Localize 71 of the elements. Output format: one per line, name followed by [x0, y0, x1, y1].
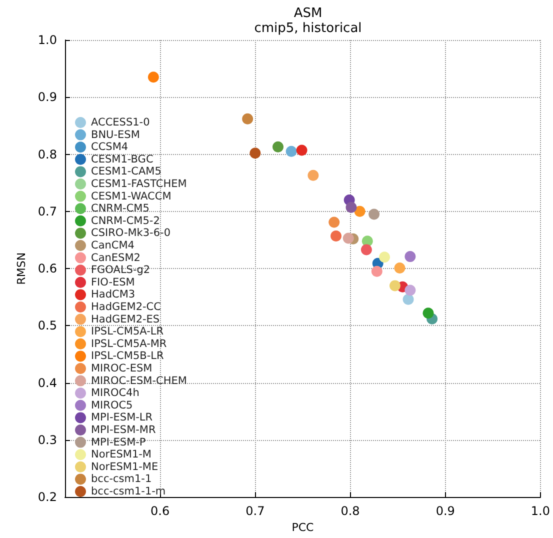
- legend-label: bcc-csm1-1-m: [91, 486, 166, 498]
- point: [422, 308, 434, 319]
- legend-label: NorESM1-ME: [91, 460, 158, 473]
- legend-label: CESM1-BGC: [91, 153, 154, 166]
- point: [394, 262, 406, 274]
- y-tick-label: 0.5: [38, 318, 57, 333]
- legend-label: MIROC-ESM: [91, 362, 152, 374]
- point: [296, 144, 308, 156]
- legend-label: MIROC5: [91, 399, 133, 412]
- legend-label: ACCESS1-0: [91, 116, 150, 128]
- legend-label: HadGEM2-ES: [91, 313, 160, 326]
- x-tick-label: 0.6: [150, 504, 170, 518]
- point: [328, 216, 340, 228]
- legend-label: IPSL-CM5B-LR: [91, 350, 164, 362]
- x-axis-title: PCC: [292, 521, 314, 534]
- legend-label: CESM1-FASTCHEM: [91, 178, 187, 190]
- point: [368, 208, 380, 220]
- point: [286, 146, 297, 157]
- x-tick-label: 0.9: [436, 504, 455, 518]
- y-tick-label: 0.6: [38, 262, 57, 276]
- y-tick-label: 0.7: [38, 204, 57, 218]
- chart-title: ASM: [294, 6, 322, 21]
- legend-label: bcc-csm1-1: [91, 473, 152, 486]
- y-tick-label: 0.8: [38, 147, 57, 162]
- legend-label: FIO-ESM: [91, 276, 135, 288]
- point: [371, 266, 382, 277]
- legend-label: IPSL-CM5A-MR: [91, 338, 167, 350]
- legend-label: MPI-ESM-MR: [91, 424, 156, 436]
- x-tick-label: 1.0: [530, 504, 550, 518]
- point: [242, 113, 254, 124]
- legend-label: CESM1-CAM5: [91, 166, 162, 178]
- legend-label: CanESM2: [91, 252, 140, 264]
- point: [148, 72, 159, 83]
- point: [404, 284, 416, 296]
- legend-label: NorESM1-M: [91, 448, 152, 461]
- legend-label: CNRM-CM5: [91, 202, 150, 215]
- legend-label: HadCM3: [91, 288, 136, 301]
- point: [308, 170, 319, 181]
- point: [342, 232, 354, 244]
- legend-label: CanCM4: [91, 240, 135, 252]
- point: [379, 252, 390, 263]
- x-tick-label: 0.7: [246, 504, 265, 518]
- legend-label: MIROC4h: [91, 387, 140, 400]
- y-tick-label: 0.4: [38, 376, 57, 390]
- point: [250, 148, 261, 159]
- point: [330, 230, 342, 242]
- x-tick-label: 0.8: [340, 504, 360, 518]
- legend-label: CCSM4: [91, 141, 128, 154]
- legend-label: BNU-ESM: [91, 128, 140, 141]
- point: [360, 244, 372, 256]
- point: [389, 280, 400, 292]
- legend-label: IPSL-CM5A-LR: [91, 326, 164, 338]
- legend-label: HadGEM2-CC: [91, 301, 161, 313]
- point: [404, 251, 416, 262]
- point: [346, 202, 357, 213]
- point: [402, 294, 414, 305]
- y-tick-label: 1.0: [38, 33, 57, 47]
- legend-label: MIROC-ESM-CHEM: [91, 374, 187, 387]
- legend-label: CSIRO-Mk3-6-0: [91, 227, 170, 240]
- y-axis-title: RMSN: [15, 252, 28, 285]
- legend-label: FGOALS-g2: [91, 264, 150, 276]
- chart-subtitle: cmip5, historical: [254, 21, 362, 36]
- legend-label: MPI-ESM-P: [91, 436, 146, 448]
- y-tick-label: 0.3: [38, 432, 57, 447]
- legend-label: CESM1-WACCM: [91, 190, 172, 202]
- legend-label: MPI-ESM-LR: [91, 412, 153, 424]
- legend-label: CNRM-CM5-2: [91, 214, 160, 227]
- point: [272, 141, 284, 152]
- point: [354, 206, 366, 217]
- y-tick-label: 0.9: [38, 90, 57, 104]
- y-tick-label: 0.2: [38, 490, 57, 504]
